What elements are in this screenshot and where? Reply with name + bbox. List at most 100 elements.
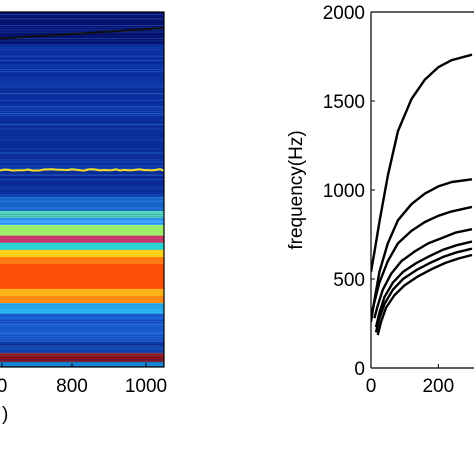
series-line bbox=[374, 247, 473, 333]
heatmap-streak bbox=[0, 104, 164, 106]
heatmap-streak bbox=[0, 159, 164, 161]
y-tick-label: 2000 bbox=[323, 3, 365, 24]
heatmap-streak bbox=[0, 73, 164, 75]
heatmap-streak bbox=[0, 326, 164, 328]
heatmap-streak bbox=[0, 82, 164, 84]
heatmap-band bbox=[0, 256, 164, 265]
heatmap-streak bbox=[0, 322, 164, 323]
heatmap-streak bbox=[0, 194, 164, 196]
heatmap-streak bbox=[0, 18, 164, 20]
heatmap-streak bbox=[0, 137, 164, 139]
heatmap-streak bbox=[0, 66, 164, 68]
heatmap-streak bbox=[0, 172, 164, 174]
heatmap-band bbox=[0, 342, 164, 354]
heatmap-streak bbox=[0, 115, 164, 117]
heatmap-x-axis-label: ) bbox=[2, 404, 8, 425]
heatmap-panel: 0 800 1000 ) bbox=[0, 11, 167, 425]
heatmap-streak bbox=[0, 181, 164, 183]
heatmap-band bbox=[0, 264, 164, 290]
line-plot-axes bbox=[370, 11, 474, 369]
heatmap-streak bbox=[0, 216, 164, 218]
heatmap-streak bbox=[0, 91, 164, 92]
heatmap-streak bbox=[0, 62, 164, 64]
heatmap-streak bbox=[0, 49, 164, 51]
y-tick-label: 500 bbox=[333, 270, 365, 291]
heatmap-streak bbox=[0, 20, 164, 22]
series-line bbox=[373, 228, 473, 319]
heatmap-streak bbox=[0, 152, 164, 154]
y-axis-title: frequency(Hz) bbox=[286, 130, 307, 249]
heatmap-band bbox=[0, 361, 164, 367]
y-tick-label: 1000 bbox=[323, 181, 365, 202]
heatmap-streak bbox=[0, 128, 164, 130]
heatmap-bands bbox=[0, 12, 164, 367]
heatmap-streak bbox=[0, 355, 164, 356]
heatmap-streak bbox=[0, 141, 164, 143]
x-tick-label: 200 bbox=[422, 376, 454, 397]
heatmap-band bbox=[0, 12, 164, 45]
heatmap-overlay-lines bbox=[0, 27, 164, 172]
heatmap-streak bbox=[0, 185, 164, 187]
y-tick-label: 0 bbox=[354, 359, 365, 380]
heatmap-streak bbox=[0, 218, 164, 220]
heatmap-streak bbox=[0, 346, 164, 348]
series-line bbox=[376, 253, 473, 336]
heatmap-streak bbox=[0, 330, 164, 332]
series-line bbox=[371, 53, 473, 273]
heatmap-band bbox=[0, 303, 164, 315]
heatmap-streak bbox=[0, 71, 164, 73]
heatmap-streak bbox=[0, 344, 164, 345]
heatmap-streak bbox=[0, 187, 164, 189]
heatmap-band bbox=[0, 210, 164, 219]
heatmap-streak bbox=[0, 361, 164, 363]
heatmap-streak bbox=[0, 192, 164, 194]
heatmap-streak bbox=[0, 337, 164, 339]
heatmap-streak bbox=[0, 317, 164, 319]
heatmap-streak bbox=[0, 58, 164, 59]
heatmap-streak bbox=[0, 157, 164, 158]
heatmap-streak bbox=[0, 110, 164, 112]
heatmap-x-tick-label: 800 bbox=[56, 376, 88, 397]
heatmap-streak bbox=[0, 212, 164, 213]
heatmap-streak bbox=[0, 77, 164, 79]
heatmap-streak bbox=[0, 38, 164, 40]
heatmap-x-tick-label: 0 bbox=[0, 376, 7, 397]
heatmap-streak bbox=[0, 174, 164, 176]
heatmap-streak bbox=[0, 29, 164, 31]
heatmap-streak bbox=[0, 126, 164, 128]
heatmap-streak bbox=[0, 135, 164, 136]
heatmap-band bbox=[0, 171, 164, 198]
heatmap-streak bbox=[0, 304, 164, 306]
heatmap-streak bbox=[0, 359, 164, 361]
heatmap-streak bbox=[0, 319, 164, 321]
series-line bbox=[371, 178, 473, 322]
heatmap-streak bbox=[0, 201, 164, 202]
heatmap-x-ticks: 0 800 1000 bbox=[0, 363, 167, 397]
heatmap-streak bbox=[0, 69, 164, 70]
heatmap-x-tick-label: 1000 bbox=[125, 376, 167, 397]
heatmap-band bbox=[0, 296, 164, 304]
heatmap-streak bbox=[0, 108, 164, 110]
heatmap-band bbox=[0, 196, 164, 212]
heatmap-streak bbox=[0, 119, 164, 121]
heatmap-streak bbox=[0, 40, 164, 42]
heatmap-streak bbox=[0, 53, 164, 55]
y-tick-label: 1500 bbox=[323, 92, 365, 113]
heatmap-streak bbox=[0, 168, 164, 169]
heatmap-streak bbox=[0, 352, 164, 354]
heatmap-streak bbox=[0, 44, 164, 46]
heatmap-streak bbox=[0, 363, 164, 365]
heatmap-streak bbox=[0, 205, 164, 207]
heatmap-band bbox=[0, 352, 164, 363]
heatmap-band bbox=[0, 242, 164, 251]
heatmap-streak bbox=[0, 75, 164, 77]
heatmap-streak bbox=[0, 102, 164, 103]
heatmap-streak bbox=[0, 27, 164, 29]
heatmap-streak bbox=[0, 55, 164, 57]
heatmap-streak bbox=[0, 97, 164, 99]
heatmap-streak bbox=[0, 99, 164, 101]
heatmap-streak bbox=[0, 121, 164, 123]
heatmap-streak bbox=[0, 47, 164, 48]
heatmap-streak bbox=[0, 311, 164, 312]
